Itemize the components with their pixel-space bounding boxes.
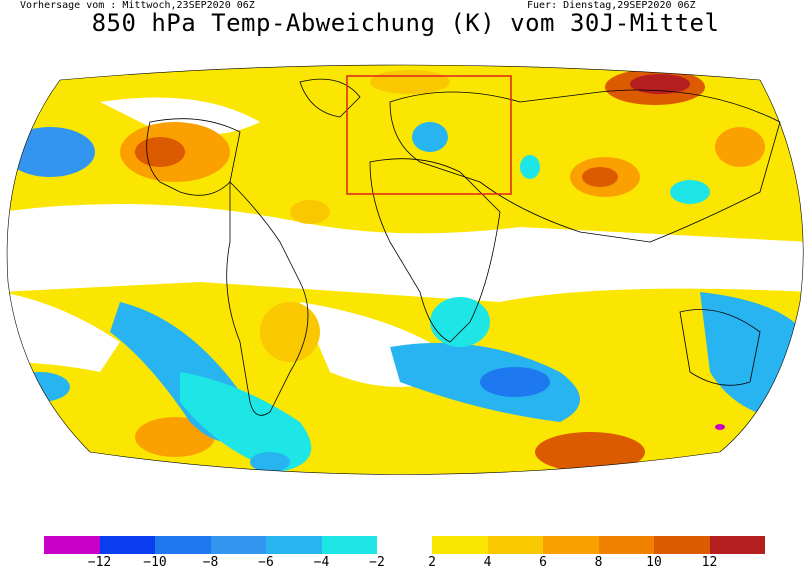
legend-tick-label: 6 [539, 555, 547, 570]
americas-outline [226, 181, 309, 416]
extreme-cold-anomaly [715, 424, 725, 430]
legend-tick-label: 8 [594, 555, 603, 570]
legend-tick-label: −6 [258, 555, 274, 570]
map-border [6, 64, 804, 475]
forecast-valid-label: Fuer: Dienstag,29SEP2020 06Z [527, 0, 696, 11]
world-map [6, 64, 804, 475]
anomaly-field [7, 65, 804, 475]
warm-anomaly-south-pacific [135, 417, 215, 457]
cold-anomaly-southwest-pacific [10, 372, 70, 402]
cold-anomaly-east-asia [670, 180, 710, 204]
legend-tick-label: 10 [646, 555, 662, 570]
cold-anomaly-north-pacific [7, 127, 95, 177]
legend-swatch [321, 536, 377, 554]
legend-tick-label: −2 [369, 555, 385, 570]
neutral-zone [7, 292, 120, 372]
warm-anomaly-core [582, 167, 618, 187]
cold-anomaly-europe [412, 122, 448, 152]
australia-outline [679, 309, 761, 386]
legend-swatch [543, 536, 599, 554]
legend-swatch [266, 536, 322, 554]
legend-tick-label: 2 [428, 555, 436, 570]
eurasia-outline [389, 89, 781, 243]
legend-swatch [210, 536, 266, 554]
forecast-start-label: Vorhersage vom : Mittwoch,23SEP2020 06Z [20, 0, 255, 11]
legend-swatch [44, 536, 100, 554]
coastlines [146, 78, 781, 416]
warm-anomaly-scandinavia [370, 70, 450, 94]
map-title: 850 hPa Temp-Abweichung (K) vom 30J-Mitt… [91, 9, 720, 37]
cold-anomaly-middle-east [520, 155, 540, 179]
legend-swatch [432, 536, 488, 554]
europe-highlight-box [346, 75, 512, 195]
africa-outline [369, 158, 501, 343]
neutral-zone [7, 204, 804, 302]
north-america-outline [146, 118, 241, 196]
legend-tick-label: 4 [483, 555, 492, 570]
warm-anomaly-atlantic [290, 200, 330, 224]
legend-swatch [709, 536, 765, 554]
cold-anomaly-south-africa [430, 297, 490, 347]
warm-anomaly-core [135, 137, 185, 167]
warm-anomaly-southern-ocean [535, 432, 645, 472]
legend-swatch [598, 536, 654, 554]
legend-tick-label: −12 [87, 555, 112, 570]
cold-anomaly-south-america [180, 372, 312, 472]
legend-swatch [155, 536, 211, 554]
cold-anomaly-drake-passage [250, 452, 290, 472]
legend-swatch [99, 536, 155, 554]
color-legend: −12 −10 −8 −6 −4 −2 2 4 6 8 10 12 [0, 530, 811, 571]
legend-tick-label: −8 [202, 555, 219, 570]
greenland-outline [299, 78, 361, 118]
warm-anomaly-pacific [715, 127, 765, 167]
cold-anomaly-core [480, 367, 550, 397]
neutral-zone [100, 97, 260, 136]
legend-swatch [487, 536, 543, 554]
warm-anomaly-south-america [260, 302, 320, 362]
legend-tick-label: −4 [313, 555, 330, 570]
warm-anomaly-core [630, 74, 690, 94]
legend-tick-label: −10 [143, 555, 167, 570]
legend-tick-label: 12 [701, 555, 718, 570]
legend-swatch [654, 536, 710, 554]
